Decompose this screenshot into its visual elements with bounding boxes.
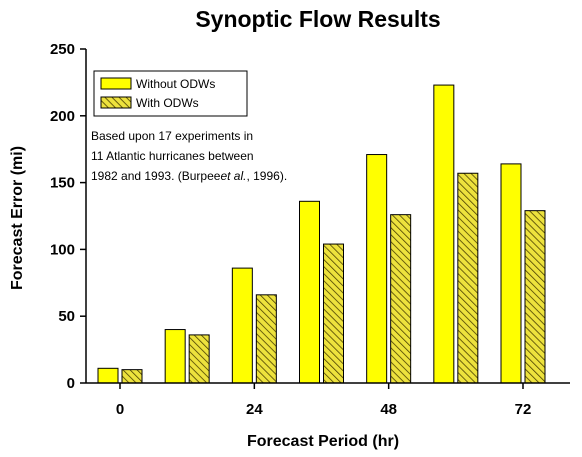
bar-without-odws-48 <box>366 154 388 384</box>
bar-without-odws-60 <box>433 84 455 384</box>
x-tick-label: 24 <box>246 401 263 418</box>
y-axis-title: Forecast Error (mi) <box>9 146 26 290</box>
annotation-line-3-italic: et al. <box>220 169 246 183</box>
y-tick-label: 0 <box>67 375 75 392</box>
bar-with-odws-24 <box>255 294 277 384</box>
legend-label-without-odws: Without ODWs <box>136 77 215 91</box>
legend: Without ODWs With ODWs <box>93 70 248 117</box>
annotation-line-2: 11 Atlantic hurricanes between <box>91 149 254 163</box>
x-axis-ticks: 0 24 48 72 <box>116 383 532 418</box>
legend-swatch-without-odws <box>100 77 132 90</box>
annotation-line-3-part-c: , 1996). <box>246 169 287 183</box>
bar-with-odws-0 <box>121 369 143 384</box>
y-tick-label: 250 <box>50 41 75 58</box>
x-axis-title: Forecast Period (hr) <box>247 433 399 450</box>
x-tick-label: 0 <box>116 401 124 418</box>
y-tick-label: 100 <box>50 241 75 258</box>
x-tick-label: 72 <box>515 401 532 418</box>
y-tick-label: 50 <box>58 308 75 325</box>
bar-with-odws-48 <box>390 214 412 384</box>
annotation-line-3-part-a: 1982 and 1993. (Burpee <box>91 169 221 183</box>
legend-swatch-with-odws <box>100 96 132 109</box>
y-tick-label: 150 <box>50 175 75 192</box>
y-axis-ticks: 0 50 100 150 200 250 <box>50 41 86 392</box>
bar-without-odws-24 <box>231 267 253 384</box>
bar-without-odws-0 <box>97 367 119 384</box>
x-tick-label: 48 <box>380 401 397 418</box>
chart-title: Synoptic Flow Results <box>195 6 440 32</box>
bar-with-odws-12 <box>188 334 210 384</box>
legend-label-with-odws: With ODWs <box>136 96 199 110</box>
bar-with-odws-36 <box>323 243 344 384</box>
y-tick-label: 200 <box>50 108 75 125</box>
bar-without-odws-36 <box>299 200 320 384</box>
annotation-note: Based upon 17 experiments in 11 Atlantic… <box>91 129 287 183</box>
bar-with-odws-72 <box>524 210 546 384</box>
bar-without-odws-72 <box>500 163 522 384</box>
bar-with-odws-60 <box>457 172 479 384</box>
bars-group <box>97 84 546 384</box>
bar-without-odws-12 <box>164 329 186 384</box>
annotation-line-1: Based upon 17 experiments in <box>91 129 253 143</box>
annotation-line-3: 1982 and 1993. (Burpeeet al., 1996). <box>91 169 287 183</box>
